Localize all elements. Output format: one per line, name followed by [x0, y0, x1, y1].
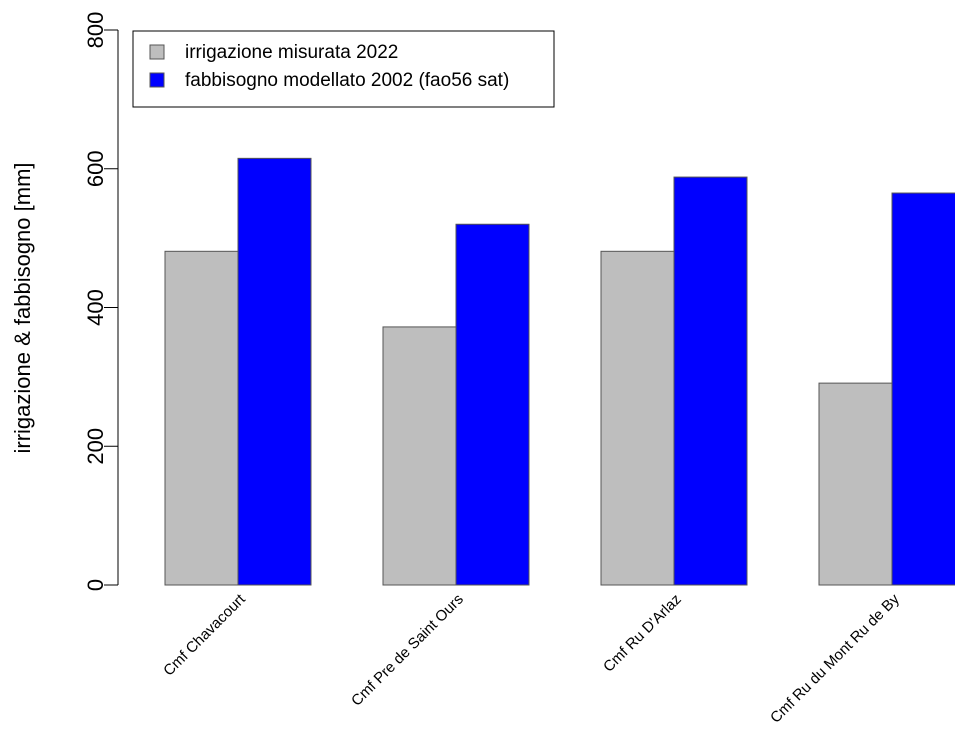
- legend-swatch: [149, 72, 165, 88]
- y-tick-label: 800: [83, 12, 108, 49]
- legend-swatch: [149, 44, 165, 60]
- y-tick-label: 400: [83, 289, 108, 326]
- y-tick-label: 0: [83, 579, 108, 591]
- legend: irrigazione misurata 2022 fabbisogno mode…: [132, 30, 555, 108]
- x-tick-label: Cmf Chavacourt: [160, 590, 249, 679]
- x-axis-labels: Cmf Chavacourt Cmf Pre de Saint Ours Cmf R…: [160, 590, 903, 726]
- legend-box: [132, 30, 555, 108]
- bar-modelled-2: [455, 223, 530, 586]
- y-tick-label: 200: [83, 428, 108, 465]
- legend-label: fabbisogno modellato 2002 (fao56 sat): [185, 70, 509, 91]
- y-axis: 0 200 400 600 800: [83, 12, 119, 591]
- bar-measured-2: [382, 326, 457, 586]
- bars-group: [164, 157, 955, 586]
- bar-measured-4: [818, 382, 893, 586]
- bar-modelled-3: [673, 176, 748, 586]
- x-tick-label: Cmf Pre de Saint Ours: [348, 591, 467, 710]
- bar-modelled-1: [237, 157, 312, 586]
- bar-measured-1: [164, 250, 239, 586]
- y-tick-label: 600: [83, 150, 108, 187]
- legend-label: irrigazione misurata 2022: [185, 42, 398, 63]
- bar-modelled-4: [891, 192, 955, 586]
- y-axis-label: irrigazione & fabbisogno [mm]: [10, 162, 35, 453]
- bar-measured-3: [600, 250, 675, 586]
- x-tick-label: Cmf Ru D'Arlaz: [600, 591, 685, 676]
- x-tick-label: Cmf Ru du Mont Ru de By: [767, 590, 903, 726]
